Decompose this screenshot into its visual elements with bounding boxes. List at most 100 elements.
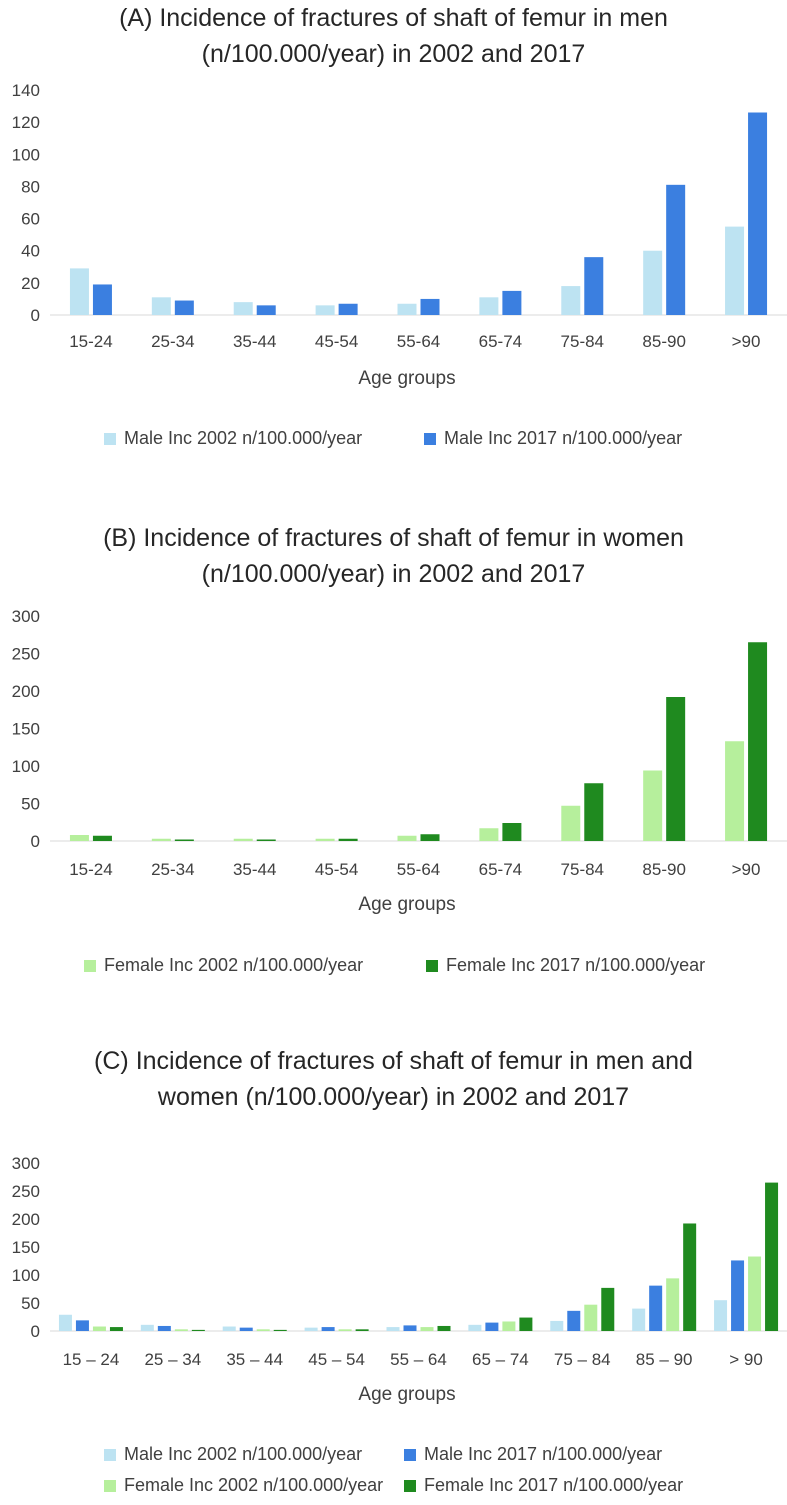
x-tick-label: 45-54 <box>315 860 358 879</box>
x-tick-label: 75-84 <box>561 860 604 879</box>
bar-female-2017 <box>355 1329 369 1331</box>
legend-swatch-male-2017 <box>404 1448 416 1461</box>
bar-female-2017 <box>502 823 522 841</box>
bar-male-2002 <box>233 302 253 315</box>
x-tick-label: 85 – 90 <box>636 1350 693 1369</box>
bar-female-2017 <box>92 835 112 841</box>
y-tick-label: 20 <box>21 274 40 293</box>
bar-female-2002 <box>256 1329 270 1331</box>
bar-male-2017 <box>567 1310 581 1331</box>
x-tick-label: 15-24 <box>69 860 112 879</box>
x-tick-label: 15-24 <box>69 332 112 351</box>
chart-b-title-line-1: (B) Incidence of fractures of shaft of f… <box>103 524 684 552</box>
bar-male-2017 <box>239 1327 253 1331</box>
x-axis-title: Age groups <box>358 894 455 915</box>
bar-female-2017 <box>666 697 686 841</box>
bar-female-2002 <box>479 828 499 841</box>
legend-label: Male Inc 2002 n/100.000/year <box>124 1444 363 1464</box>
x-tick-label: 25-34 <box>151 860 194 879</box>
bar-female-2017 <box>420 834 440 841</box>
legend-label: Female Inc 2017 n/100.000/year <box>446 955 706 975</box>
bar-female-2017 <box>191 1329 205 1331</box>
x-tick-label: 75-84 <box>561 332 604 351</box>
x-tick-label: >90 <box>732 860 761 879</box>
y-tick-label: 80 <box>21 177 40 196</box>
bar-male-2017 <box>75 1320 89 1331</box>
x-tick-label: 65 – 74 <box>472 1350 529 1369</box>
bar-female-2002 <box>420 1327 434 1331</box>
y-tick-label: 300 <box>12 607 40 626</box>
x-axis-title: Age groups <box>358 1384 455 1405</box>
legend-label: Female Inc 2002 n/100.000/year <box>124 1475 384 1495</box>
bar-male-2017 <box>174 300 194 315</box>
chart-a-title: (A) Incidence of fractures of shaft of f… <box>0 0 787 72</box>
bar-male-2017 <box>748 112 768 315</box>
bar-male-2002 <box>222 1326 236 1331</box>
chart-c-title-line-2: women (n/100.000/year) in 2002 and 2017 <box>157 1083 630 1111</box>
bar-male-2017 <box>649 1285 663 1331</box>
bar-male-2002 <box>725 226 745 315</box>
bar-female-2017 <box>109 1327 123 1331</box>
x-tick-label: >90 <box>732 332 761 351</box>
legend-swatch-male-2017 <box>424 432 436 445</box>
bar-female-2002 <box>338 1329 352 1331</box>
bar-male-2017 <box>420 298 440 315</box>
x-tick-label: 35-44 <box>233 860 276 879</box>
bar-female-2017 <box>437 1325 451 1331</box>
x-tick-label: 65-74 <box>479 332 522 351</box>
bar-female-2017 <box>174 839 194 841</box>
bar-female-2002 <box>174 1329 188 1331</box>
bar-female-2002 <box>92 1326 106 1331</box>
y-tick-label: 0 <box>31 832 40 851</box>
y-tick-label: 40 <box>21 242 40 261</box>
x-tick-label: 35-44 <box>233 332 276 351</box>
legend-swatch-male-2002 <box>104 1448 116 1461</box>
y-tick-label: 150 <box>12 1238 40 1257</box>
x-tick-label: 55-64 <box>397 332 440 351</box>
bar-male-2017 <box>584 257 604 315</box>
bar-male-2002 <box>69 268 89 315</box>
bar-female-2002 <box>666 1278 680 1331</box>
legend-item-male-2017: Male Inc 2017 n/100.000/year <box>404 1444 662 1465</box>
bar-female-2002 <box>748 1256 762 1331</box>
bar-male-2002 <box>468 1324 482 1331</box>
legend-label: Male Inc 2002 n/100.000/year <box>124 428 363 448</box>
legend-item-male-2002: Male Inc 2002 n/100.000/year <box>104 428 362 449</box>
x-tick-label: 35 – 44 <box>226 1350 283 1369</box>
chart-b-title-line-2: (n/100.000/year) in 2002 and 2017 <box>201 560 586 588</box>
bar-female-2002 <box>561 805 581 841</box>
legend-label: Male Inc 2017 n/100.000/year <box>444 428 683 448</box>
legend-item-male-2017: Male Inc 2017 n/100.000/year <box>424 428 682 449</box>
legend-swatch-female-2017 <box>404 1479 416 1492</box>
legend-swatch-female-2017 <box>426 959 438 972</box>
y-tick-label: 100 <box>12 1266 40 1285</box>
x-axis-title: Age groups <box>358 368 455 389</box>
bar-male-2017 <box>321 1327 335 1331</box>
y-tick-label: 50 <box>21 795 40 814</box>
y-tick-label: 100 <box>12 757 40 776</box>
bar-male-2002 <box>632 1308 646 1331</box>
bar-female-2017 <box>584 783 604 841</box>
x-tick-label: 75 – 84 <box>554 1350 611 1369</box>
bar-male-2002 <box>58 1314 72 1331</box>
bar-female-2002 <box>69 835 89 841</box>
y-tick-label: 120 <box>12 113 40 132</box>
bar-male-2002 <box>479 297 499 315</box>
bar-female-2002 <box>502 1321 516 1331</box>
y-tick-label: 0 <box>31 306 40 325</box>
x-tick-label: 45 – 54 <box>308 1350 365 1369</box>
legend-swatch-female-2002 <box>84 959 96 972</box>
chart-b-title: (B) Incidence of fractures of shaft of f… <box>0 520 787 592</box>
chart-a-title-line-1: (A) Incidence of fractures of shaft of f… <box>119 4 668 32</box>
bar-male-2002 <box>561 286 581 315</box>
x-tick-label: 55-64 <box>397 860 440 879</box>
bar-female-2002 <box>397 835 417 841</box>
x-tick-label: 65-74 <box>479 860 522 879</box>
legend-item-female-2017: Female Inc 2017 n/100.000/year <box>426 955 705 976</box>
chart-a-plot: 0 20 40 60 80 100 120 140 15-24 25-34 35-44 45-54 55… <box>12 81 787 389</box>
bar-female-2017 <box>519 1317 533 1331</box>
x-tick-label: 45-54 <box>315 332 358 351</box>
chart-c-title: (C) Incidence of fractures of shaft of f… <box>0 1043 787 1115</box>
bar-male-2017 <box>502 290 522 315</box>
bar-female-2002 <box>151 838 171 841</box>
